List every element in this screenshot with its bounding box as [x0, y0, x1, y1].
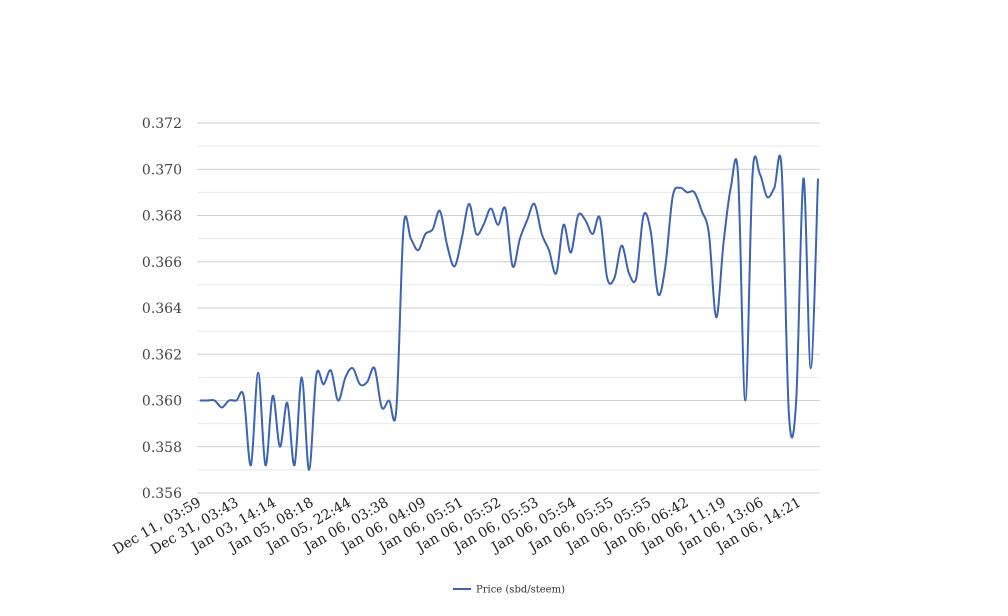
y-tick-label: 0.360: [142, 394, 182, 410]
y-tick-label: 0.356: [142, 486, 182, 502]
y-tick-label: 0.358: [142, 440, 182, 456]
legend-label: Price (sbd/steem): [476, 585, 565, 596]
y-tick-label: 0.372: [142, 116, 182, 132]
legend: Price (sbd/steem): [453, 585, 565, 596]
series-line-price: [199, 154, 819, 471]
y-tick-label: 0.370: [142, 162, 182, 178]
y-axis-ticks: 0.356 0.358 0.360 0.362 0.364 0.366 0.368 0.370…: [142, 116, 182, 502]
series-layer: [199, 154, 819, 471]
y-tick-label: 0.368: [142, 209, 182, 225]
y-tick-label: 0.364: [142, 301, 182, 317]
y-tick-label: 0.362: [142, 347, 182, 363]
y-tick-label: 0.366: [142, 255, 182, 271]
